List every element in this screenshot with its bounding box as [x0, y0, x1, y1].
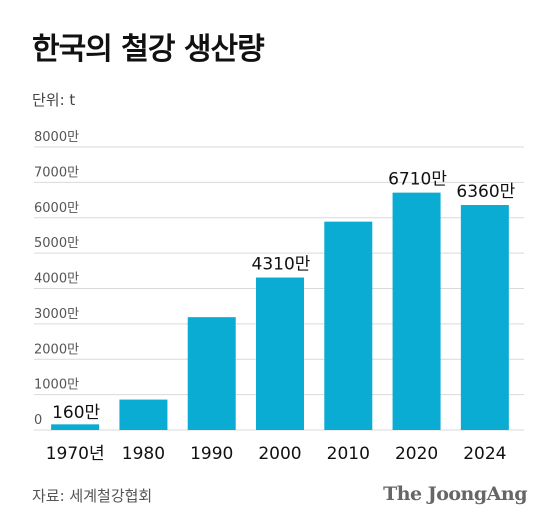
- bar: [324, 221, 373, 430]
- data-label: 6710만: [388, 170, 447, 190]
- data-label: 6360만: [456, 182, 515, 202]
- y-tick-label: 2000만: [34, 342, 79, 357]
- x-tick-label: 1980: [122, 444, 165, 464]
- y-tick-label: 1000만: [34, 378, 79, 393]
- y-tick-label: 6000만: [34, 201, 79, 216]
- y-tick-label: 0: [34, 413, 42, 428]
- source-note: 자료: 세계철강협회: [32, 487, 153, 505]
- x-tick-label: 2000: [258, 444, 301, 464]
- bar: [119, 399, 168, 430]
- bar: [256, 277, 304, 430]
- y-tick-label: 8000만: [34, 130, 79, 145]
- x-tick-label: 1990: [190, 444, 233, 464]
- y-tick-label: 4000만: [34, 272, 79, 287]
- chart-title: 한국의 철강 생산량: [32, 32, 265, 67]
- bar: [392, 192, 441, 430]
- x-tick-label: 2024: [463, 444, 506, 464]
- brand-logo: The JoongAng: [383, 483, 527, 505]
- data-label: 160만: [52, 403, 100, 423]
- data-label: 4310만: [252, 255, 311, 275]
- y-tick-label: 5000만: [34, 236, 79, 251]
- bar: [51, 424, 100, 430]
- bar: [460, 205, 509, 430]
- y-tick-label: 3000만: [34, 307, 79, 322]
- unit-label: 단위: t: [32, 91, 76, 109]
- y-tick-label: 7000만: [34, 165, 79, 180]
- x-tick-label: 2010: [327, 444, 370, 464]
- x-tick-label: 2020: [395, 444, 438, 464]
- bar: [187, 317, 236, 430]
- x-tick-label: 1970년: [46, 444, 105, 464]
